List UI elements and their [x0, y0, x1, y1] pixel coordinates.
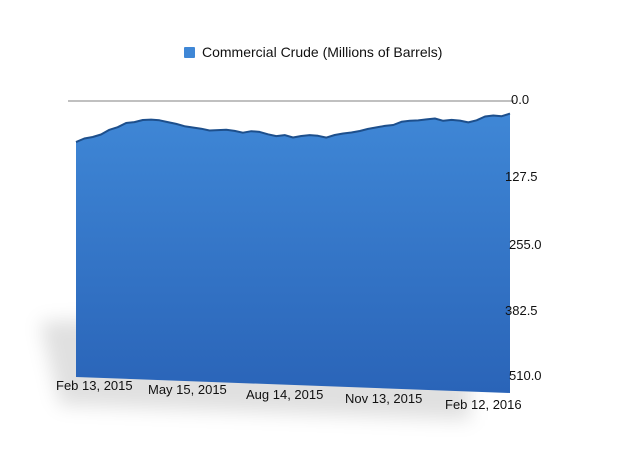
- y-tick-label: 0.0: [511, 92, 529, 107]
- legend-label: Commercial Crude (Millions of Barrels): [202, 44, 442, 60]
- x-tick-label: May 15, 2015: [148, 382, 227, 397]
- x-tick-label: Feb 13, 2015: [56, 378, 133, 393]
- x-tick-label: Nov 13, 2015: [345, 391, 422, 406]
- y-tick-label: 127.5: [505, 169, 538, 184]
- area-series-commercial-crude: [76, 113, 510, 393]
- legend: Commercial Crude (Millions of Barrels): [184, 44, 442, 60]
- y-tick-label: 510.0: [509, 368, 542, 383]
- y-tick-label: 382.5: [505, 303, 538, 318]
- legend-swatch: [184, 47, 195, 58]
- x-tick-label: Feb 12, 2016: [445, 397, 522, 412]
- area-series-top-edge: [75, 112, 511, 144]
- y-tick-label: 255.0: [509, 237, 542, 252]
- x-tick-label: Aug 14, 2015: [246, 387, 323, 402]
